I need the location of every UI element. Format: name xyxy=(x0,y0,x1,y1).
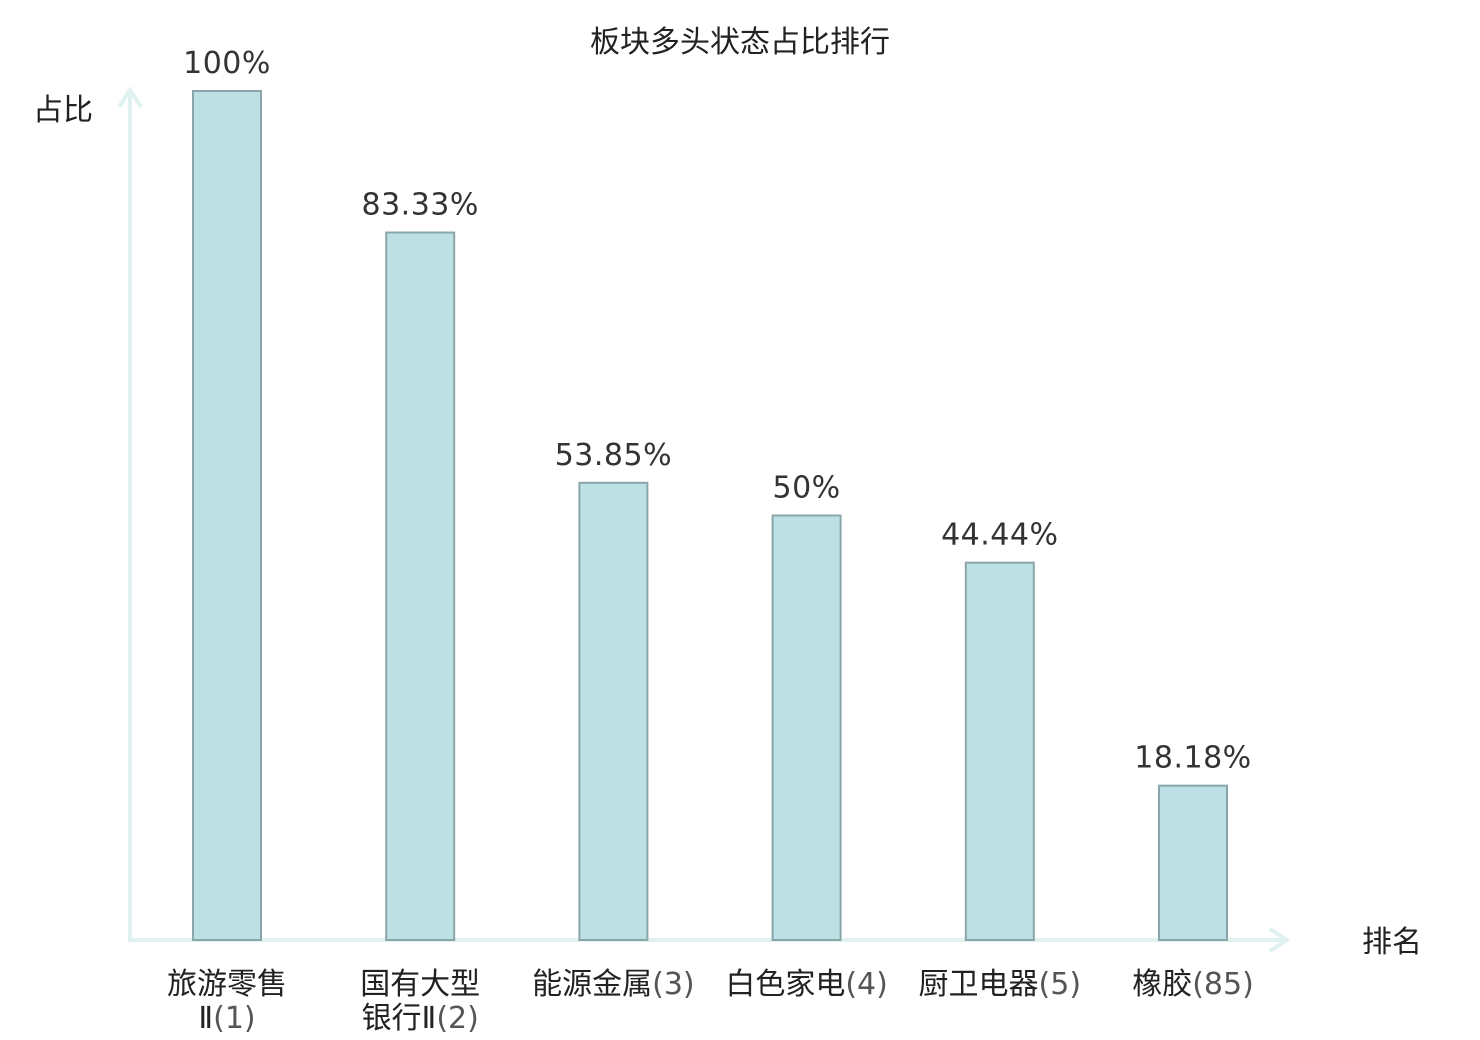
bar-value-label: 53.85% xyxy=(555,438,672,473)
category-label: Ⅱ(1) xyxy=(198,1001,255,1036)
bar-value-label: 50% xyxy=(773,471,841,506)
category-rank: (1) xyxy=(213,1001,256,1036)
category-label: 国有大型 xyxy=(360,967,480,1002)
value-labels: 100% 83.33% 53.85% 50% 44.44% 18.18% xyxy=(183,46,1251,776)
category-label: 能源金属(3) xyxy=(532,967,695,1002)
category-label: 旅游零售 xyxy=(167,967,287,1002)
category-label: 银行Ⅱ(2) xyxy=(362,1001,479,1036)
y-axis-arrow-icon xyxy=(117,86,143,109)
category-rank: (5) xyxy=(1039,967,1082,1002)
category-name: 旅游零售 xyxy=(167,967,287,1002)
category-name: 厨卫电器 xyxy=(919,967,1039,1002)
category-name: 白色家电 xyxy=(725,967,845,1002)
category-rank: (4) xyxy=(845,967,888,1002)
bar xyxy=(771,514,842,941)
category-rank: (2) xyxy=(436,1001,479,1036)
bar xyxy=(578,481,649,941)
bar xyxy=(1158,784,1228,941)
category-rank: (3) xyxy=(652,967,695,1002)
bar-value-label: 44.44% xyxy=(941,518,1058,553)
x-axis-arrow-icon xyxy=(1268,927,1291,953)
bar xyxy=(192,90,262,941)
category-name: Ⅱ xyxy=(198,1001,213,1036)
bar-value-label: 100% xyxy=(183,46,271,81)
bar-value-label: 83.33% xyxy=(362,188,479,223)
x-axis: 排名 xyxy=(128,925,1422,960)
x-axis-title: 排名 xyxy=(1362,925,1422,960)
category-label: 白色家电(4) xyxy=(725,967,888,1002)
bar xyxy=(385,231,456,941)
bars xyxy=(192,90,1228,941)
y-axis: 占比 xyxy=(33,86,143,940)
category-name: 国有大型 xyxy=(360,967,480,1002)
category-name: 橡胶 xyxy=(1132,967,1192,1002)
category-name: 银行Ⅱ xyxy=(362,1001,437,1036)
category-label: 橡胶(85) xyxy=(1132,967,1254,1002)
category-label: 厨卫电器(5) xyxy=(919,967,1082,1002)
bar xyxy=(964,561,1035,941)
category-name: 能源金属 xyxy=(532,967,652,1002)
y-axis-title: 占比 xyxy=(33,93,93,128)
chart-title: 板块多头状态占比排行 xyxy=(590,25,890,60)
category-rank: (85) xyxy=(1192,967,1254,1002)
bar-value-label: 18.18% xyxy=(1134,741,1251,776)
